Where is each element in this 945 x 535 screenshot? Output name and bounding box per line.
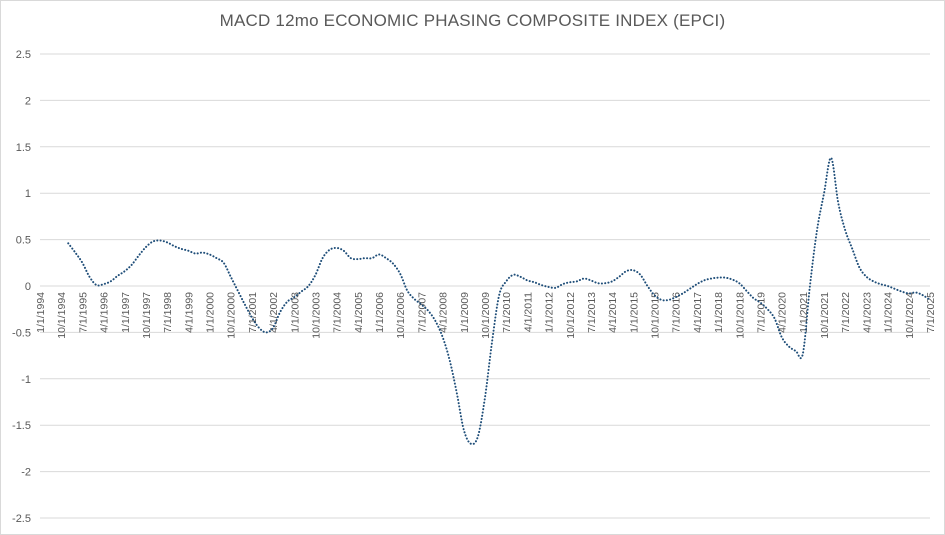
x-tick-label: 7/1/2007 [416, 292, 428, 333]
y-tick-label: -1 [21, 374, 31, 386]
x-tick-label: 4/1/2014 [607, 292, 619, 333]
gridlines [40, 53, 930, 519]
y-tick-label: -2.5 [12, 513, 31, 525]
y-tick-label: 1 [25, 188, 31, 200]
x-tick-label: 1/1/2018 [713, 292, 725, 333]
x-tick-label: 7/1/2010 [501, 292, 513, 333]
x-tick-label: 7/1/2001 [247, 292, 259, 333]
x-tick-label: 4/1/2005 [353, 292, 365, 333]
x-tick-label: 4/1/2011 [522, 292, 534, 332]
x-tick-label: 4/1/1999 [183, 292, 195, 333]
y-tick-label: -0.5 [12, 327, 31, 339]
x-tick-label: 4/1/2002 [268, 292, 280, 333]
x-tick-label: 7/1/2025 [925, 292, 937, 333]
x-tick-label: 10/1/2024 [904, 292, 916, 339]
series-line-0 [67, 156, 931, 446]
y-tick-label: 2.5 [16, 49, 31, 61]
x-tick-label: 4/1/2023 [861, 292, 873, 333]
x-tick-label: 4/1/1996 [99, 292, 111, 333]
x-tick-label: 1/1/2000 [205, 292, 217, 333]
x-tick-label: 7/1/2013 [586, 292, 598, 333]
x-tick-label: 7/1/2019 [755, 292, 767, 333]
y-tick-label: 1.5 [16, 142, 31, 154]
y-tick-label: -1.5 [12, 420, 31, 432]
x-tick-label: 10/1/2015 [650, 292, 662, 339]
x-tick-label: 1/1/2024 [883, 292, 895, 333]
x-tick-label: 10/1/2012 [565, 292, 577, 339]
y-tick-label: 0 [25, 281, 31, 293]
x-tick-label: 7/1/1995 [77, 292, 89, 333]
y-tick-label: 2 [25, 95, 31, 107]
x-tick-label: 1/1/1994 [35, 292, 47, 333]
x-tick-label: 1/1/2003 [289, 292, 301, 333]
series-layer [67, 156, 931, 446]
y-tick-label: 0.5 [16, 235, 31, 247]
x-tick-label: 1/1/2015 [628, 292, 640, 333]
x-tick-label: 10/1/2018 [734, 292, 746, 339]
x-tick-label: 10/1/2021 [819, 292, 831, 339]
chart-title: MACD 12mo ECONOMIC PHASING COMPOSITE IND… [219, 11, 726, 30]
x-tick-label: 1/1/2006 [374, 292, 386, 333]
x-tick-label: 7/1/2016 [671, 292, 683, 333]
x-tick-label: 4/1/2020 [777, 292, 789, 333]
x-tick-label: 10/1/1994 [56, 292, 68, 339]
x-tick-label: 4/1/2008 [438, 292, 450, 333]
x-tick-label: 10/1/2009 [480, 292, 492, 339]
x-tick-label: 10/1/2003 [310, 292, 322, 339]
x-tick-label: 10/1/2006 [395, 292, 407, 339]
x-tick-label: 7/1/2004 [332, 292, 344, 333]
y-axis-tick-labels: 2.5 2 1.5 1 0.5 0 -0.5 -1 -1.5 -2 -2.5 [12, 49, 31, 525]
x-tick-label: 1/1/1997 [120, 292, 132, 333]
x-tick-label: 1/1/2009 [459, 292, 471, 333]
x-axis-tick-labels: 1/1/1994 10/1/1994 7/1/1995 4/1/1996 1/1/199… [35, 292, 937, 339]
x-tick-label: 10/1/2000 [226, 292, 238, 339]
x-tick-label: 7/1/2022 [840, 292, 852, 333]
x-tick-label: 1/1/2012 [544, 292, 556, 333]
x-tick-label: 4/1/2017 [692, 292, 704, 333]
x-tick-label: 10/1/1997 [141, 292, 153, 339]
y-tick-label: -2 [21, 467, 31, 479]
x-tick-label: 7/1/1998 [162, 292, 174, 333]
